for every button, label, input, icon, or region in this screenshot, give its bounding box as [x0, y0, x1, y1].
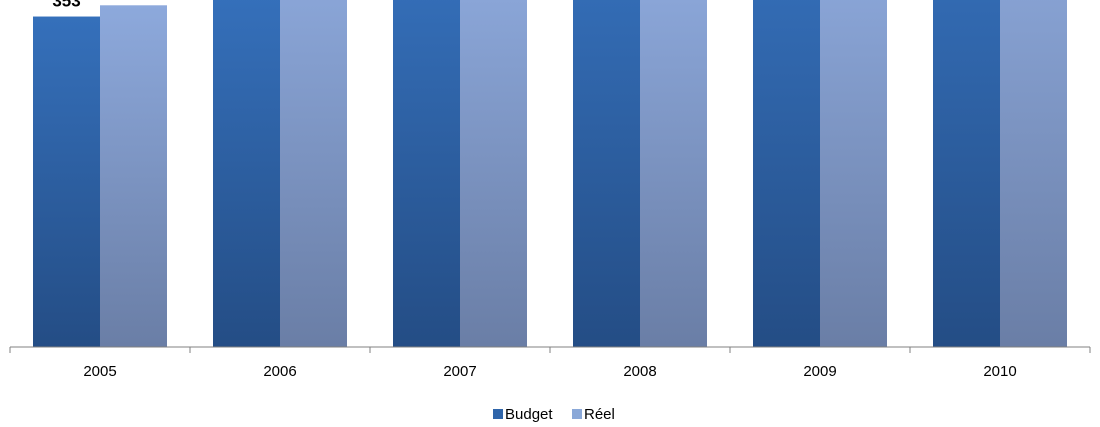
bar-budget-2008 [573, 0, 640, 347]
x-axis: 2005 2006 2007 2008 2009 2010 [9, 346, 1091, 380]
legend: Budget Réel [493, 406, 615, 423]
legend-swatch-r-el [572, 409, 582, 419]
bar-r-el-2005 [100, 5, 167, 347]
bar-r-el-2009 [820, 0, 887, 348]
bar-budget-2009 [753, 0, 820, 347]
bar-budget-2010 [933, 0, 1000, 348]
legend-label-budget: Budget [505, 406, 553, 423]
data-label-budget-2005: 353 [52, 0, 80, 11]
x-tick-label-2008: 2008 [623, 363, 656, 380]
legend-label-r-el: Réel [584, 406, 615, 423]
x-tick-label-2007: 2007 [443, 363, 476, 380]
bar-budget-2007 [393, 0, 460, 347]
bar-budget-2005 [33, 16, 100, 347]
x-tick-label-2005: 2005 [83, 363, 116, 380]
bar-r-el-2008 [640, 0, 707, 348]
bar-budget-2006 [213, 0, 280, 347]
legend-swatch-budget [493, 409, 503, 419]
x-tick-label-2006: 2006 [263, 363, 296, 380]
x-tick-label-2010: 2010 [983, 363, 1016, 380]
data-labels-group: 353365377414409409423408431425453460 [52, 0, 80, 11]
bar-r-el-2007 [460, 0, 527, 347]
x-tick-label-2009: 2009 [803, 363, 836, 380]
bar-r-el-2010 [1000, 0, 1067, 348]
bar-r-el-2006 [280, 0, 347, 347]
bars-group [33, 0, 1067, 348]
